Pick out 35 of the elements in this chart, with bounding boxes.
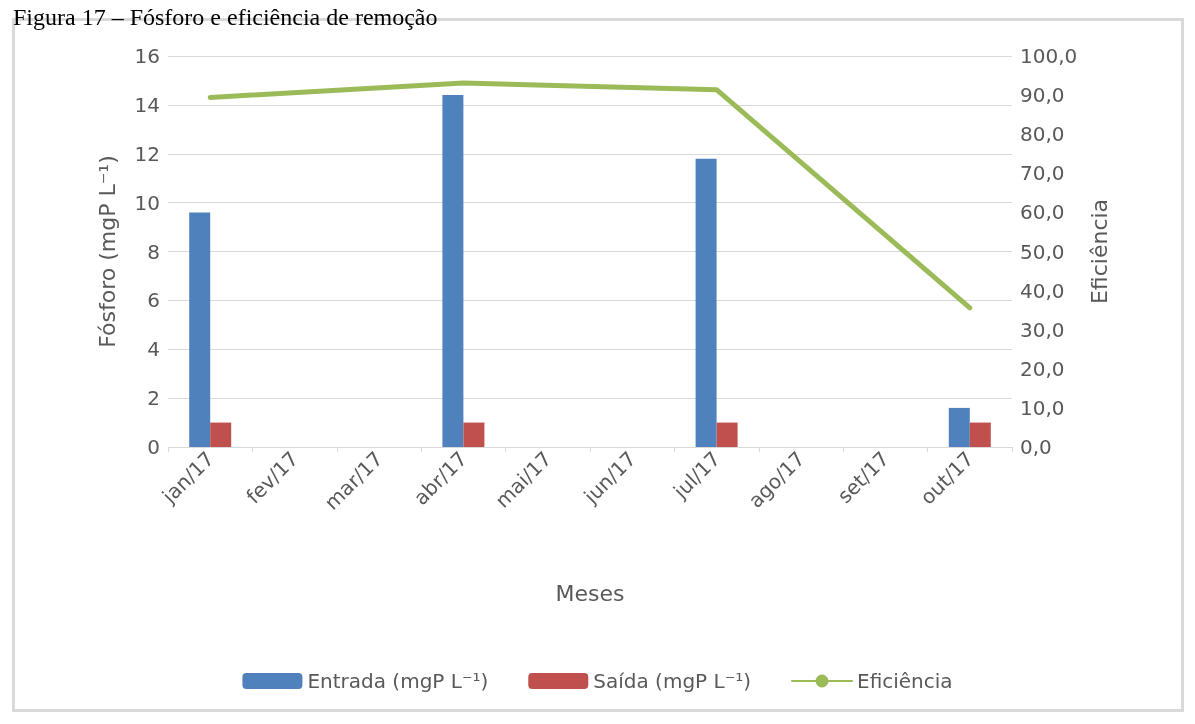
legend-label: Entrada (mgP L⁻¹) xyxy=(307,669,489,693)
bar xyxy=(969,422,991,447)
y2-tick-label: 90,0 xyxy=(1020,83,1065,108)
x-axis-title: Meses xyxy=(555,580,625,606)
y-tick-label: 14 xyxy=(134,92,160,117)
y-tick-label: 10 xyxy=(134,190,160,215)
y-tick-label: 0 xyxy=(147,435,160,459)
y2-tick-label: 10,0 xyxy=(1020,395,1065,420)
y-tick-label: 6 xyxy=(147,288,160,313)
bar xyxy=(695,158,717,447)
y-axis-title: Fósforo (mgP L⁻¹) xyxy=(94,155,120,348)
y2-tick-label: 0,0 xyxy=(1020,435,1052,459)
y2-tick-label: 70,0 xyxy=(1020,161,1065,186)
bar xyxy=(442,95,464,447)
y2-tick-label: 60,0 xyxy=(1020,200,1065,225)
y2-tick-label: 50,0 xyxy=(1020,239,1065,264)
y2-tick-label: 80,0 xyxy=(1020,122,1065,147)
y2-tick-label: 100,0 xyxy=(1020,44,1078,68)
y-tick-label: 16 xyxy=(134,44,160,68)
y2-tick-label: 40,0 xyxy=(1020,278,1065,303)
bar xyxy=(716,422,738,447)
legend-label: Saída (mgP L⁻¹) xyxy=(593,669,752,693)
y-tick-label: 8 xyxy=(147,239,160,264)
chart-title: Figura 17 – Fósforo e eficiência de remoção xyxy=(13,4,438,30)
bar xyxy=(210,422,232,447)
y-tick-label: 4 xyxy=(147,337,160,362)
y2-tick-label: 30,0 xyxy=(1020,317,1065,342)
bar xyxy=(189,212,211,447)
y2-axis-title: Eficiência xyxy=(1086,198,1112,305)
legend-label: Eficiência xyxy=(857,669,953,693)
bar xyxy=(948,407,970,447)
y2-tick-label: 20,0 xyxy=(1020,356,1065,381)
y-tick-label: 12 xyxy=(134,141,160,166)
bar xyxy=(463,422,485,447)
y-tick-label: 2 xyxy=(147,386,160,411)
